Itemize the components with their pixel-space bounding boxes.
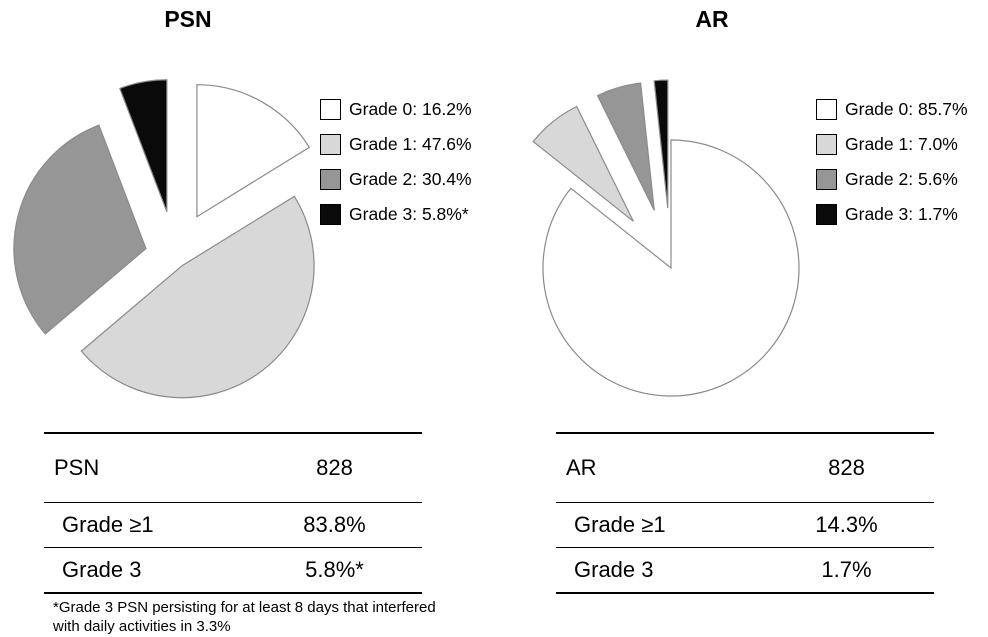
legend-label: Grade 2: 30.4% (349, 168, 472, 189)
legend-swatch-grade-1 (320, 133, 341, 155)
legend-swatch-grade-2 (816, 168, 837, 190)
ar-pie (532, 79, 800, 397)
legend-item-grade-0: Grade 0: 85.7% (816, 97, 968, 121)
legend-swatch-grade-2 (320, 168, 341, 190)
legend-swatch-grade-1 (816, 133, 837, 155)
pie-slice-grade-3 (119, 79, 168, 212)
legend-item-grade-0: Grade 0: 16.2% (320, 97, 472, 121)
legend-label: Grade 1: 7.0% (845, 133, 958, 154)
psn-footnote: *Grade 3 PSN persisting for at least 8 d… (53, 599, 436, 635)
legend-swatch-grade-0 (816, 98, 837, 120)
legend-item-grade-1: Grade 1: 7.0% (816, 132, 958, 156)
pie-slice-grade-1 (80, 195, 315, 399)
ar-chart-title: AR (695, 6, 729, 32)
legend-swatch-grade-0 (320, 98, 341, 120)
table-cell: Grade ≥1 (62, 512, 154, 537)
table-cell: PSN (54, 455, 100, 480)
pie-slice-grade-0 (196, 84, 311, 218)
table-row: Grade ≥1 14.3% (556, 503, 934, 548)
ar-summary-table: AR 828 Grade ≥1 14.3% Grade 3 1.7% (556, 432, 934, 594)
table-row: Grade 3 5.8%* (44, 548, 422, 593)
pie-slice-grade-0 (542, 139, 800, 397)
pie-slice-grade-2 (13, 124, 147, 335)
table-row: Grade ≥1 83.8% (44, 503, 422, 548)
pie-charts-canvas (13, 79, 800, 399)
table-cell: 83.8% (303, 512, 366, 537)
table-row: Grade 3 1.7% (556, 548, 934, 593)
psn-summary-table: PSN 828 Grade ≥1 83.8% Grade 3 5.8%* (44, 432, 422, 594)
table-cell: 828 (828, 455, 865, 480)
legend-swatch-grade-3 (816, 203, 837, 225)
table-cell: Grade ≥1 (574, 512, 666, 537)
table-header-row: PSN 828 (44, 433, 422, 503)
pie-slice-grade-3 (653, 79, 669, 209)
legend-label: Grade 0: 16.2% (349, 98, 472, 119)
legend-label: Grade 1: 47.6% (349, 133, 472, 154)
legend-label: Grade 2: 5.6% (845, 168, 958, 189)
table-header-row: AR 828 (556, 433, 934, 503)
table-cell: AR (566, 455, 597, 480)
table-cell: 5.8%* (305, 557, 364, 582)
table-cell: Grade 3 (574, 557, 654, 582)
legend-item-grade-2: Grade 2: 5.6% (816, 167, 958, 191)
legend-item-grade-3: Grade 3: 5.8%* (320, 202, 469, 226)
psn-chart-title: PSN (164, 6, 212, 32)
pie-slice-grade-2 (596, 82, 655, 211)
legend-label: Grade 3: 1.7% (845, 203, 958, 224)
table-cell: 828 (316, 455, 353, 480)
legend-item-grade-1: Grade 1: 47.6% (320, 132, 472, 156)
table-cell: 1.7% (821, 557, 872, 582)
legend-item-grade-2: Grade 2: 30.4% (320, 167, 472, 191)
legend-label: Grade 3: 5.8%* (349, 203, 469, 224)
table-cell: Grade 3 (62, 557, 142, 582)
pie-slice-grade-1 (532, 105, 634, 222)
legend-swatch-grade-3 (320, 203, 341, 225)
legend-label: Grade 0: 85.7% (845, 98, 968, 119)
psn-pie (13, 79, 315, 399)
table-cell: 14.3% (815, 512, 878, 537)
legend-item-grade-3: Grade 3: 1.7% (816, 202, 958, 226)
